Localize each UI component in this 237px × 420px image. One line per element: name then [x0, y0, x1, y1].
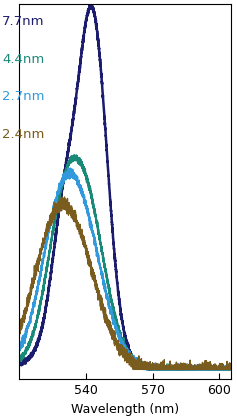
X-axis label: Wavelength (nm): Wavelength (nm): [71, 403, 179, 416]
Text: 4.4nm: 4.4nm: [2, 53, 44, 66]
Text: 2.7nm: 2.7nm: [2, 90, 44, 103]
Text: 7.7nm: 7.7nm: [2, 16, 44, 29]
Text: 2.4nm: 2.4nm: [2, 128, 44, 141]
